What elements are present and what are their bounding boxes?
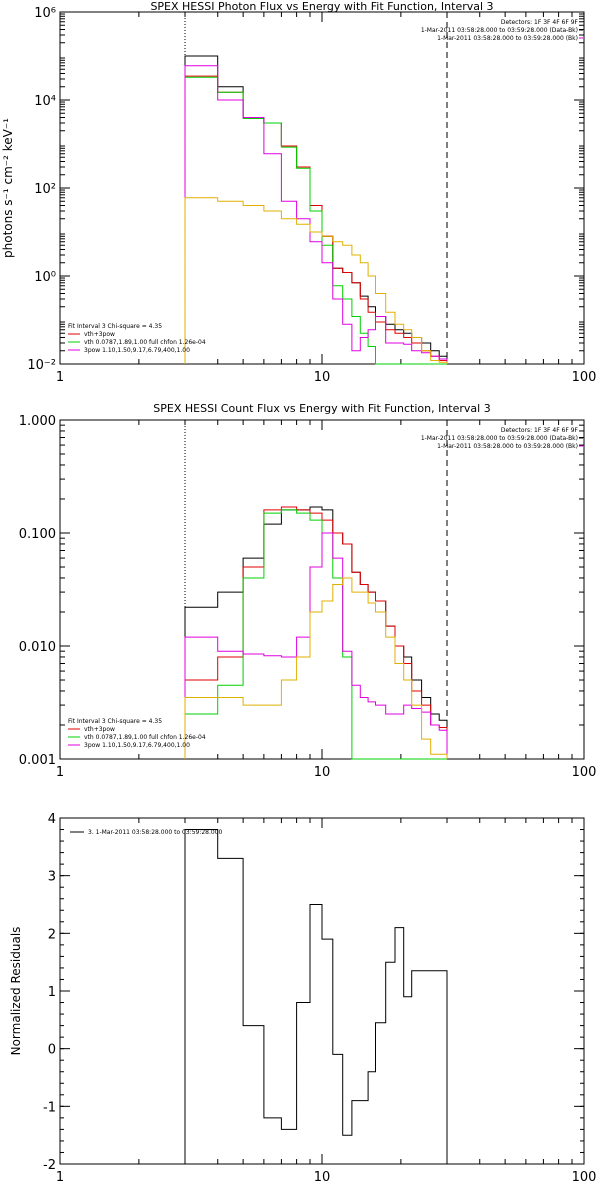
series-line-1 (184, 506, 448, 759)
plot-frame (59, 419, 585, 760)
x-axis-ticks: 1 10 100 (56, 818, 597, 1185)
x-tick-label: 1 (56, 1170, 64, 1185)
y-axis-ticks: -2 -1 0 1 2 3 4 (43, 812, 584, 1173)
y-tick-label: 0.010 (19, 640, 56, 655)
y-axis-label: photons s⁻¹ cm⁻² keV⁻¹ (1, 118, 15, 258)
y-axis-ticks: 0.001 0.010 0.100 1.000 (19, 414, 584, 768)
legend: 3. 1-Mar-2011 03:58:28.000 to 03:59:28.0… (70, 829, 223, 836)
series-line-3 (184, 65, 448, 364)
y-axis-ticks: 10⁻² 10⁰ 10² 10⁴ 10⁶ (27, 6, 584, 373)
x-tick-label: 100 (572, 1170, 597, 1185)
legend: Fit Interval 3 Chi-square = 4.35vth+3pow… (68, 323, 206, 354)
legend-label: 3pow 1.10,1.50,9.17,6.79,400,1.00 (84, 742, 190, 749)
series-line-3 (184, 532, 448, 759)
fit-text: Fit Interval 3 Chi-square = 4.35 (68, 718, 162, 725)
series-group (184, 506, 448, 760)
plot-frame (59, 11, 585, 365)
x-tick-label: 10 (314, 370, 331, 385)
y-tick-label: 4 (48, 812, 56, 827)
fit-text: Fit Interval 3 Chi-square = 4.35 (68, 323, 162, 330)
y-tick-label: 10⁴ (34, 94, 56, 109)
x-axis-ticks: 1 10 100 (56, 420, 597, 780)
series-line-0 (184, 506, 448, 759)
plot-frame (59, 817, 585, 1165)
header-line: 1-Mar-2011 03:58:28.000 to 03:59:28.000 … (421, 27, 578, 34)
header-line: 1-Mar-2011 03:58:28.000 to 03:59:28.000 … (437, 35, 578, 42)
y-tick-label: 10⁶ (34, 6, 56, 21)
series-line-2 (184, 76, 447, 365)
header-line: 1-Mar-2011 03:58:28.000 to 03:59:28.000 … (421, 435, 578, 442)
y-tick-label: 3 (48, 870, 56, 885)
x-tick-label: 1 (56, 370, 64, 385)
series-group (184, 829, 448, 1164)
header-line: 1-Mar-2011 03:58:28.000 to 03:59:28.000 … (437, 443, 578, 450)
y-tick-label: 10⁻² (27, 358, 56, 373)
series-line-4 (184, 577, 448, 759)
chart-panel-1: SPEX HESSI Photon Flux vs Energy with Fi… (1, 0, 596, 385)
y-tick-label: 10² (34, 182, 56, 197)
series-group (184, 55, 448, 365)
legend-label: vth 0.0787,1.89,1.00 full chfon 1.26e-04 (84, 734, 206, 741)
series-line-1 (184, 75, 448, 364)
y-tick-label: 0 (48, 1043, 56, 1058)
x-tick-label: 1 (56, 765, 64, 780)
series-line-0 (184, 829, 448, 1164)
y-tick-label: 0.001 (19, 753, 56, 768)
y-tick-label: 0.100 (19, 527, 56, 542)
header-line: Detectors: 1F 3F 4F 6F 9F (501, 427, 579, 434)
legend-label: vth 0.0787,1.89,1.00 full chfon 1.26e-04 (84, 339, 206, 346)
x-tick-label: 10 (314, 1170, 331, 1185)
y-tick-label: 1 (48, 985, 56, 1000)
chart-panel-3: Normalized Residuals 1 10 100 -2 -1 0 1 2 3 4 3. 1-… (9, 812, 596, 1185)
chart-title: SPEX HESSI Photon Flux vs Energy with Fi… (150, 0, 493, 13)
x-tick-label: 100 (572, 765, 597, 780)
y-tick-label: 10⁰ (34, 270, 56, 285)
y-axis-label: Normalized Residuals (9, 927, 23, 1056)
legend-label: 3. 1-Mar-2011 03:58:28.000 to 03:59:28.0… (88, 829, 223, 836)
y-tick-label: -1 (43, 1100, 56, 1115)
y-tick-label: -2 (43, 1158, 56, 1173)
header-line: Detectors: 1F 3F 4F 6F 9F (501, 19, 579, 26)
x-tick-label: 100 (572, 370, 597, 385)
x-tick-label: 10 (314, 765, 331, 780)
series-line-4 (184, 197, 448, 364)
legend: Fit Interval 3 Chi-square = 4.35vth+3pow… (68, 718, 206, 749)
chart-panel-2: SPEX HESSI Count Flux vs Energy with Fit… (19, 402, 597, 780)
legend-label: vth+3pow (84, 331, 115, 338)
legend-label: vth+3pow (84, 726, 115, 733)
y-tick-label: 1.000 (19, 414, 56, 429)
chart-title: SPEX HESSI Count Flux vs Energy with Fit… (153, 402, 490, 415)
legend-label: 3pow 1.10,1.50,9.17,6.79,400,1.00 (84, 347, 190, 354)
y-tick-label: 2 (48, 927, 56, 942)
series-line-2 (184, 509, 447, 760)
series-line-0 (184, 55, 448, 364)
